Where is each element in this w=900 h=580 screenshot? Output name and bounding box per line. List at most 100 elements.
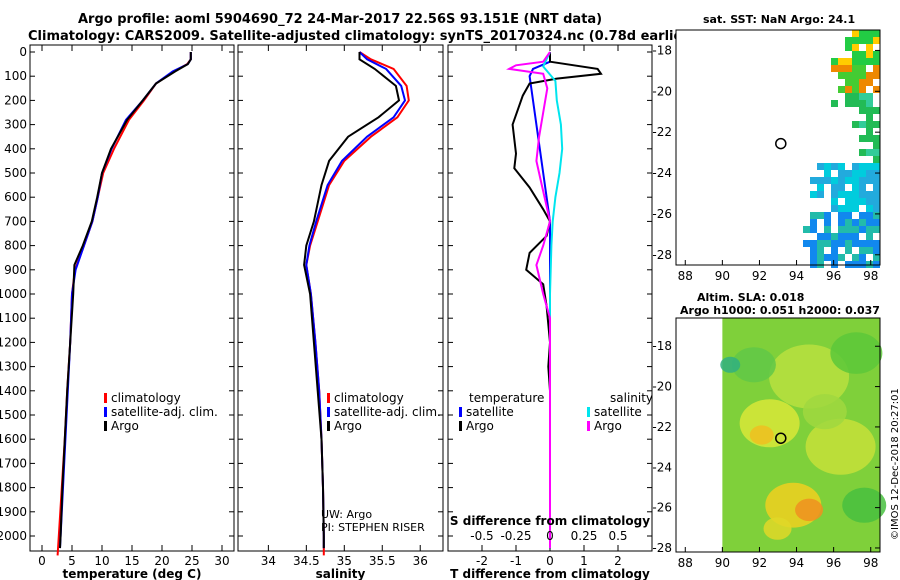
sst-cell	[845, 191, 852, 198]
sst-cell	[845, 226, 852, 233]
sst-cell	[873, 163, 880, 170]
sst-cell	[817, 184, 824, 191]
sst-cell	[859, 107, 866, 114]
sst-cell	[845, 65, 852, 72]
sst-cell	[824, 170, 831, 177]
sst-cell	[873, 184, 880, 191]
secondary-tick-label: -0.5	[470, 529, 493, 543]
y-tick-label: 900	[4, 263, 27, 277]
sst-cell	[859, 177, 866, 184]
y-tick-label: 1200	[0, 335, 27, 349]
sst-cell	[859, 184, 866, 191]
sst-cell	[831, 191, 838, 198]
sst-cell	[866, 58, 873, 65]
sst-cell	[845, 72, 852, 79]
sst-cell	[859, 135, 866, 142]
sst-cell	[859, 93, 866, 100]
x-tick-label: 5	[68, 554, 76, 568]
sst-cell	[859, 51, 866, 58]
x-tick-label: 0	[546, 554, 554, 568]
chart-title: Argo profile: aoml 5904690_72 24-Mar-201…	[78, 12, 603, 27]
sst-cell	[873, 198, 880, 205]
sst-cell	[866, 205, 873, 212]
sst-cell	[845, 240, 852, 247]
x-tick-label: 36	[413, 554, 428, 568]
sst-cell	[838, 58, 845, 65]
sst-cell	[852, 163, 859, 170]
sst-map-title: sat. SST: NaN Argo: 24.1	[703, 13, 856, 26]
y-tick-label: 1300	[0, 360, 27, 374]
x-tick-label: 15	[124, 554, 139, 568]
sst-cell	[873, 30, 880, 37]
sst-cell	[845, 219, 852, 226]
sst-cell	[852, 65, 859, 72]
legend-swatch	[104, 421, 107, 431]
sst-cell	[831, 65, 838, 72]
argo-position-marker	[775, 432, 787, 444]
legend-swatch	[587, 421, 590, 431]
profile-panel-2	[447, 44, 653, 552]
sla-blob	[731, 347, 776, 383]
sla-blob	[763, 517, 792, 540]
sst-cell	[831, 198, 838, 205]
sst-cell	[852, 254, 859, 261]
sst-cell	[852, 86, 859, 93]
sst-cell	[845, 37, 852, 44]
sst-cell	[824, 177, 831, 184]
x-tick-label: 10	[94, 554, 109, 568]
legend-label: Argo	[334, 419, 362, 433]
series-line-1	[511, 52, 603, 549]
sst-cell	[859, 191, 866, 198]
legend-header-salinity: salinity	[610, 391, 653, 405]
map-frame	[675, 317, 881, 553]
map-x-tick-label: 88	[678, 269, 693, 283]
sst-cell	[810, 254, 817, 261]
sst-cell	[824, 212, 831, 219]
sst-cell	[845, 58, 852, 65]
sst-cell	[852, 72, 859, 79]
y-tick-label: 1600	[0, 432, 27, 446]
sst-cell	[866, 121, 873, 128]
sst-cell	[873, 219, 880, 226]
sst-cell	[852, 121, 859, 128]
sst-cell	[873, 86, 880, 93]
y-tick-label: 0	[19, 45, 27, 59]
sst-cell	[824, 219, 831, 226]
sst-cell	[824, 240, 831, 247]
map-y-tick-label: -18	[652, 43, 672, 57]
sst-cell	[817, 191, 824, 198]
sst-cell	[838, 163, 845, 170]
sst-cell	[866, 51, 873, 58]
y-tick-label: 1900	[0, 505, 27, 519]
sst-cell	[852, 93, 859, 100]
sst-cell	[873, 37, 880, 44]
sla-blob	[720, 356, 741, 373]
profile-panel-0	[29, 44, 235, 556]
sla-blob	[749, 425, 774, 445]
sst-cell	[873, 135, 880, 142]
sst-cell	[873, 191, 880, 198]
sst-cell	[852, 205, 859, 212]
sst-cell	[859, 198, 866, 205]
sst-cell	[817, 240, 824, 247]
sst-cell	[852, 198, 859, 205]
sst-cell	[817, 233, 824, 240]
sst-cell	[838, 191, 845, 198]
sst-cell	[838, 212, 845, 219]
sla-blob	[842, 487, 887, 523]
sst-cell	[852, 100, 859, 107]
sst-cell	[810, 191, 817, 198]
y-tick-label: 1500	[0, 408, 27, 422]
sla-blob	[830, 332, 883, 374]
y-tick-label: 1400	[0, 384, 27, 398]
sst-cell	[838, 65, 845, 72]
map-y-tick-label: -28	[652, 541, 672, 555]
sst-cell	[852, 58, 859, 65]
sst-cell	[852, 30, 859, 37]
sst-cell	[831, 163, 838, 170]
x-tick-label: 30	[214, 554, 229, 568]
sla-blob	[795, 498, 824, 522]
sst-cell	[831, 254, 838, 261]
sst-cell	[866, 177, 873, 184]
sst-cell	[838, 184, 845, 191]
